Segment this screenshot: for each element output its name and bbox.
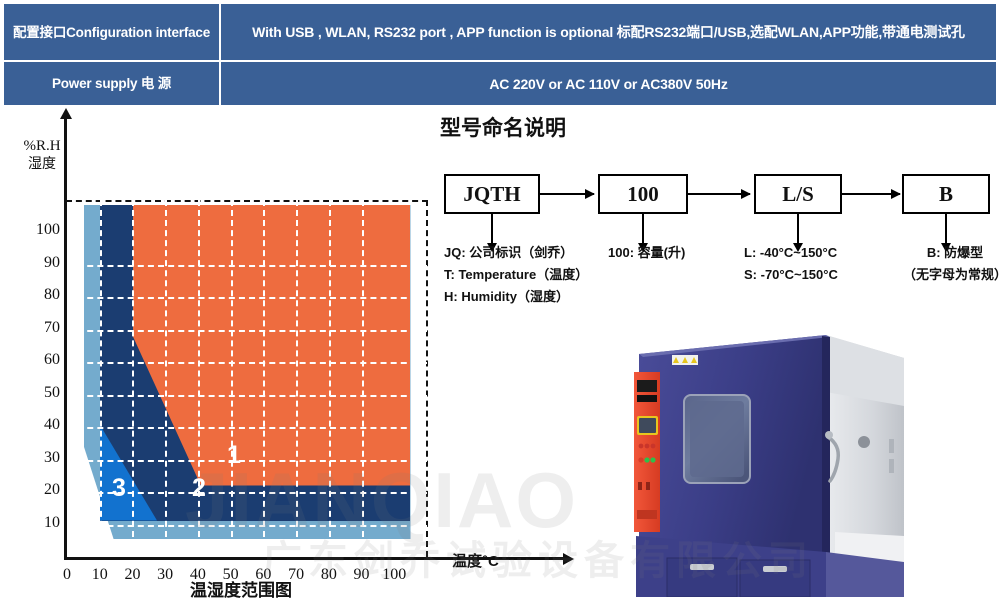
naming-legend-1: 100: 容量(升): [608, 242, 685, 264]
y-axis-tick-30: 30: [44, 448, 60, 466]
x-axis-tick-20: 20: [124, 566, 141, 583]
reference-frame-dashed: [66, 200, 428, 557]
y-axis-tick-50: 50: [44, 383, 60, 401]
chamber-cabinet-door-left[interactable]: [666, 557, 738, 597]
x-axis-tick-100: 100: [382, 566, 407, 583]
chamber-front-top-edge: [639, 335, 830, 357]
chart-region-label-2: 2: [192, 474, 206, 502]
y-axis-tick-40: 40: [44, 416, 60, 434]
chamber-button-3[interactable]: [650, 443, 656, 449]
chamber-cabinet-door-right[interactable]: [739, 559, 811, 597]
y-axis-tick-20: 20: [44, 481, 60, 499]
y-axis-tick-70: 70: [44, 318, 60, 336]
x-axis-tick-70: 70: [288, 566, 305, 583]
naming-legend-2-line-1: S: -70°C~150°C: [744, 267, 838, 282]
chamber-cabinet-handle-left[interactable]: [690, 564, 714, 570]
x-axis-line: [64, 552, 574, 565]
naming-legend-0: JQ: 公司标识（剑乔） T: Temperature（温度） H: Humid…: [444, 242, 588, 308]
x-axis-tick-0: 0: [63, 566, 71, 583]
chart-region-label-3: 3: [112, 474, 126, 502]
y-axis-ticks: 10 20 30 40 50 60 70 80 90 100: [0, 100, 60, 560]
x-axis-tick-90: 90: [353, 566, 370, 583]
warning-triangle-icon-2: [682, 357, 688, 363]
chamber-handle-mount: [825, 431, 833, 439]
naming-legend-2: L: -40°C~150°C S: -70°C~150°C: [744, 242, 838, 286]
naming-downarrow-2: [793, 214, 803, 252]
table-row: Power supply 电 源 AC 220V or AC 110V or A…: [2, 60, 998, 107]
y-axis-line: [59, 108, 72, 560]
chamber-window-glass: [690, 401, 744, 477]
naming-legend-0-line-1: T: Temperature（温度）: [444, 267, 589, 282]
naming-arrow-2: [842, 189, 901, 199]
warning-triangle-icon-3: [691, 357, 697, 363]
naming-box-3: B: [902, 174, 990, 214]
x-axis-tick-60: 60: [255, 566, 272, 583]
specification-table: 配置接口Configuration interface With USB , W…: [2, 2, 998, 107]
naming-box-0: JQTH: [444, 174, 540, 214]
naming-legend-2-line-0: L: -40°C~150°C: [744, 245, 838, 260]
table-row: 配置接口Configuration interface With USB , W…: [2, 2, 998, 62]
x-axis-tick-10: 10: [91, 566, 108, 583]
y-axis-title-line2: 湿度: [28, 155, 56, 171]
naming-downarrow-1: [638, 214, 648, 252]
model-naming-diagram: 型号命名说明 JQTH 100 L/S B JQ: 公司标识（剑乔） T: Te…: [440, 112, 1000, 322]
y-axis-tick-90: 90: [44, 253, 60, 271]
y-axis-tick-80: 80: [44, 286, 60, 304]
spec-label-power-supply: Power supply 电 源: [2, 60, 221, 107]
chamber-side-hinge-bottom: [889, 459, 894, 473]
chamber-indicator-green: [644, 457, 650, 463]
chart-caption: 温湿度范围图: [190, 581, 292, 600]
chamber-switch-2[interactable]: [646, 482, 650, 490]
naming-box-2: L/S: [754, 174, 842, 214]
naming-legend-3: B: 防爆型 （无字母为常规）: [900, 242, 1000, 286]
chamber-panel-footer: [637, 510, 657, 519]
x-axis-tick-30: 30: [157, 566, 174, 583]
chamber-cabinet-handle-right[interactable]: [763, 566, 787, 572]
y-axis-tick-60: 60: [44, 351, 60, 369]
x-axis-tick-80: 80: [320, 566, 337, 583]
chamber-switch-1[interactable]: [638, 482, 642, 490]
chamber-button-2[interactable]: [644, 443, 650, 449]
naming-arrow-1: [688, 189, 751, 199]
naming-legend-0-line-0: JQ: 公司标识（剑乔）: [444, 245, 574, 260]
chamber-indicator-green-2: [650, 457, 656, 463]
x-axis-tick-50: 50: [222, 566, 239, 583]
x-axis-tick-40: 40: [189, 566, 206, 583]
naming-legend-3-line-0: B: 防爆型: [926, 245, 984, 260]
naming-downarrow-3: [941, 214, 951, 252]
chamber-display-screen: [639, 418, 656, 433]
y-axis-title: %R.H 湿度: [14, 138, 70, 172]
chart-region-label-4: 4: [82, 474, 96, 502]
chamber-front-right-edge: [822, 336, 830, 555]
naming-diagram-title: 型号命名说明: [440, 117, 566, 140]
chamber-model-plate: [637, 395, 657, 402]
naming-downarrow-0: [487, 214, 497, 252]
chamber-indicator-red: [638, 457, 644, 463]
chamber-door-handle[interactable]: [826, 435, 841, 483]
naming-flow: JQTH 100 L/S B: [440, 174, 1000, 252]
spec-value-power-supply: AC 220V or AC 110V or AC380V 50Hz: [219, 60, 998, 107]
plot-area: 1 2 3 4: [67, 200, 427, 557]
chamber-button-1[interactable]: [638, 443, 644, 449]
test-chamber-illustration: [634, 335, 904, 597]
naming-legend-0-line-2: H: Humidity（湿度）: [444, 289, 569, 304]
chamber-brand-plate: [637, 380, 657, 392]
warning-triangle-icon-1: [673, 357, 679, 363]
naming-legend-3-line-1: （无字母为常规）: [902, 267, 1000, 282]
y-axis-title-line1: %R.H: [23, 138, 61, 154]
y-axis-tick-100: 100: [36, 221, 60, 239]
x-axis-title: 温度°C: [452, 553, 499, 570]
chamber-side-hinge-top: [889, 439, 894, 453]
naming-legend-1-line-0: 100: 容量(升): [608, 245, 686, 260]
spec-value-config-interface: With USB , WLAN, RS232 port , APP functi…: [219, 2, 998, 62]
y-axis-tick-10: 10: [44, 513, 60, 531]
naming-arrow-0: [540, 189, 595, 199]
product-photo-test-chamber: [612, 296, 1000, 597]
chamber-side-top: [826, 335, 904, 406]
chamber-lower-cabinet-side: [826, 552, 904, 597]
spec-label-config-interface: 配置接口Configuration interface: [2, 2, 221, 62]
chart-region-label-1: 1: [227, 441, 241, 469]
naming-box-1: 100: [598, 174, 688, 214]
chamber-side-port: [858, 436, 870, 448]
